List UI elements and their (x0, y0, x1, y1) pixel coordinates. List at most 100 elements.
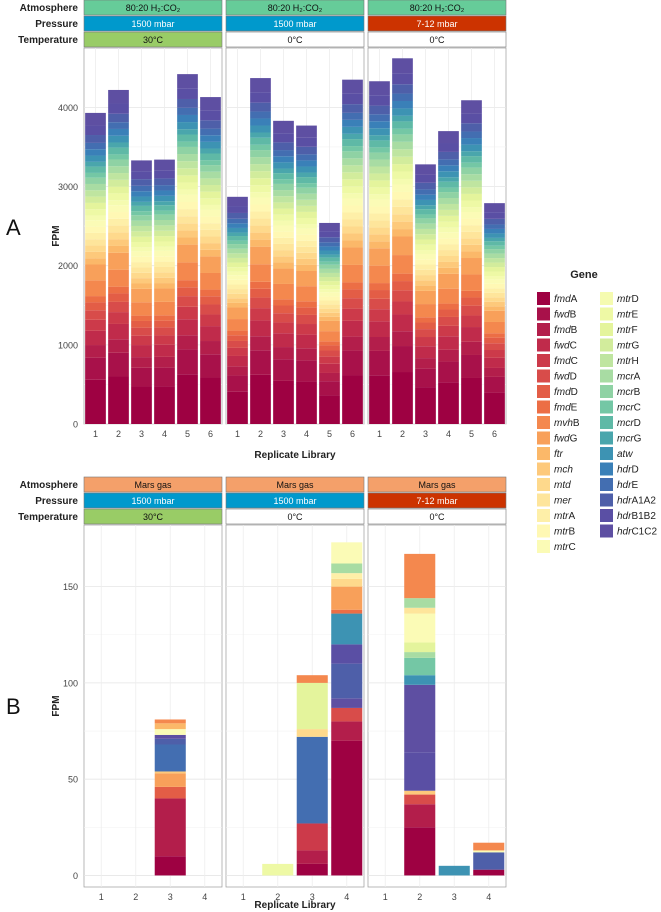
bar-segment-mtd (484, 297, 505, 302)
bar-segment-mtd (415, 275, 436, 281)
bar-segment-mtrG (273, 202, 294, 209)
bar-segment-atw (319, 250, 340, 255)
bar-segment-mtrG (461, 187, 482, 194)
bar-segment-mtd (154, 272, 175, 278)
bar-segment-atw (404, 675, 436, 685)
bar-segment-ftr (415, 285, 436, 291)
bar-segment-mtrE (200, 198, 221, 205)
bar-segment-mtrH (342, 165, 363, 173)
bar-segment-ftr (200, 249, 221, 257)
bar-segment-mcrG (131, 201, 152, 206)
x-tick-label: 5 (469, 429, 474, 439)
bar-segment-mcrC (200, 160, 221, 166)
legend-label-suffix: C (634, 403, 641, 414)
bar-segment-mtrE (85, 209, 106, 216)
bar-segment-hdrD (177, 114, 198, 123)
bar-segment-hdrB1B2 (342, 93, 363, 105)
bar-segment-mer (392, 206, 413, 215)
facet-panel (83, 524, 223, 888)
bar-segment-mtrH (438, 203, 459, 210)
bar-segment-fmdD (369, 290, 390, 299)
bar-segment-mtrD (369, 194, 390, 200)
bar-segment-fwdD (319, 350, 340, 357)
bar-segment-hdrD (131, 191, 152, 197)
bar-segment-fmdA (369, 375, 390, 424)
legend-label: mtrH (617, 356, 639, 367)
x-tick-label: 4 (202, 892, 207, 902)
bar-segment-mtd (108, 232, 129, 240)
bar-segment-mtrC (200, 209, 221, 217)
bar-segment-hdrC1C2 (85, 112, 106, 126)
legend-swatch (537, 524, 550, 538)
bar-segment-fwdC (85, 330, 106, 346)
atmosphere-strip (225, 0, 365, 16)
bar-segment-fmdC (154, 335, 175, 345)
bar-segment-fmdE (131, 315, 152, 321)
legend-title: Gene (570, 269, 598, 281)
bar-segment-mtrG (227, 257, 248, 263)
legend-label-italic: hdr (617, 480, 632, 491)
pressure-strip (367, 492, 507, 509)
bar-segment-mvhB (461, 274, 482, 291)
bar-segment-hdrE (296, 154, 317, 161)
bar-segment-hdrC1C2 (250, 78, 271, 93)
atmosphere-strip-label: Mars gas (418, 480, 456, 490)
bar-segment-mcrB (342, 151, 363, 159)
bar-segment-mcrA (415, 223, 436, 229)
legend-swatch (537, 323, 550, 336)
bar-segment-hdrC1C2 (177, 74, 198, 89)
bar-segment-fmdB (273, 347, 294, 360)
bar-segment-fwdG (369, 248, 390, 266)
bar-segment-mcrA (331, 563, 363, 574)
bar-segment-mcrG (342, 133, 363, 140)
x-tick-label: 4 (344, 892, 349, 902)
bar-segment-fwdG (484, 310, 505, 322)
bar-segment-fmdC (131, 335, 152, 346)
bar-segment-atw (177, 122, 198, 130)
bar-segment-mch (392, 221, 413, 230)
bar-segment-fmdD (415, 322, 436, 330)
bar-segment-mtd (200, 236, 221, 244)
bar-segment-mcrA (200, 171, 221, 179)
bar-segment-fwdG (415, 290, 436, 305)
bar-segment-hdrA1A2 (319, 237, 340, 243)
bar-segment-fwdD (131, 327, 152, 336)
bar-segment-mtrA (331, 573, 363, 579)
bar-segment-fwdC (319, 363, 340, 373)
legend-label-suffix: A (634, 372, 641, 383)
bar-segment-fwdC (200, 326, 221, 342)
bar-segment-mch (85, 251, 106, 259)
bar-segment-mtrG (131, 231, 152, 237)
bar-segment-fmdB (415, 358, 436, 369)
bar-segment-fwdG (392, 236, 413, 256)
bar-segment-fmdA (404, 827, 436, 876)
bar-segment-hdrA1A2 (369, 105, 390, 115)
gene-legend: GenefmdAfwdBfmdBfwdCfmdCfwdDfmdDfmdEmvhB… (537, 269, 657, 553)
bar-segment-hdrD (250, 118, 271, 126)
bar-segment-fmdD (131, 320, 152, 328)
x-tick-label: 2 (400, 429, 405, 439)
temperature-strip (83, 31, 223, 48)
bar-segment-mer (154, 266, 175, 273)
bar-segment-mcrC (131, 211, 152, 216)
bar-segment-mtrH (484, 258, 505, 263)
y-tick-label: 150 (63, 582, 78, 592)
bar-segment-ftr (392, 229, 413, 237)
bar-segment-mtrF (415, 239, 436, 245)
bar-segment-fwdD (484, 343, 505, 351)
legend-swatch (600, 478, 613, 491)
bar-segment-mtrD (154, 246, 175, 251)
legend-swatch (600, 431, 613, 445)
bar-segment-fmdE (438, 303, 459, 310)
bar-segment-mcrC (227, 240, 248, 245)
bar-segment-mtrD (227, 271, 248, 276)
legend-label: hdrA1A2 (617, 496, 656, 507)
bar-segment-mtrH (392, 149, 413, 157)
bar-segment-hdrE (342, 112, 363, 120)
bar-segment-hdrE (154, 744, 186, 772)
bar-segment-mtrF (484, 267, 505, 272)
bar-segment-fmdD (392, 281, 413, 291)
bar-segment-mch (273, 256, 294, 263)
bar-segment-ftr (85, 258, 106, 265)
